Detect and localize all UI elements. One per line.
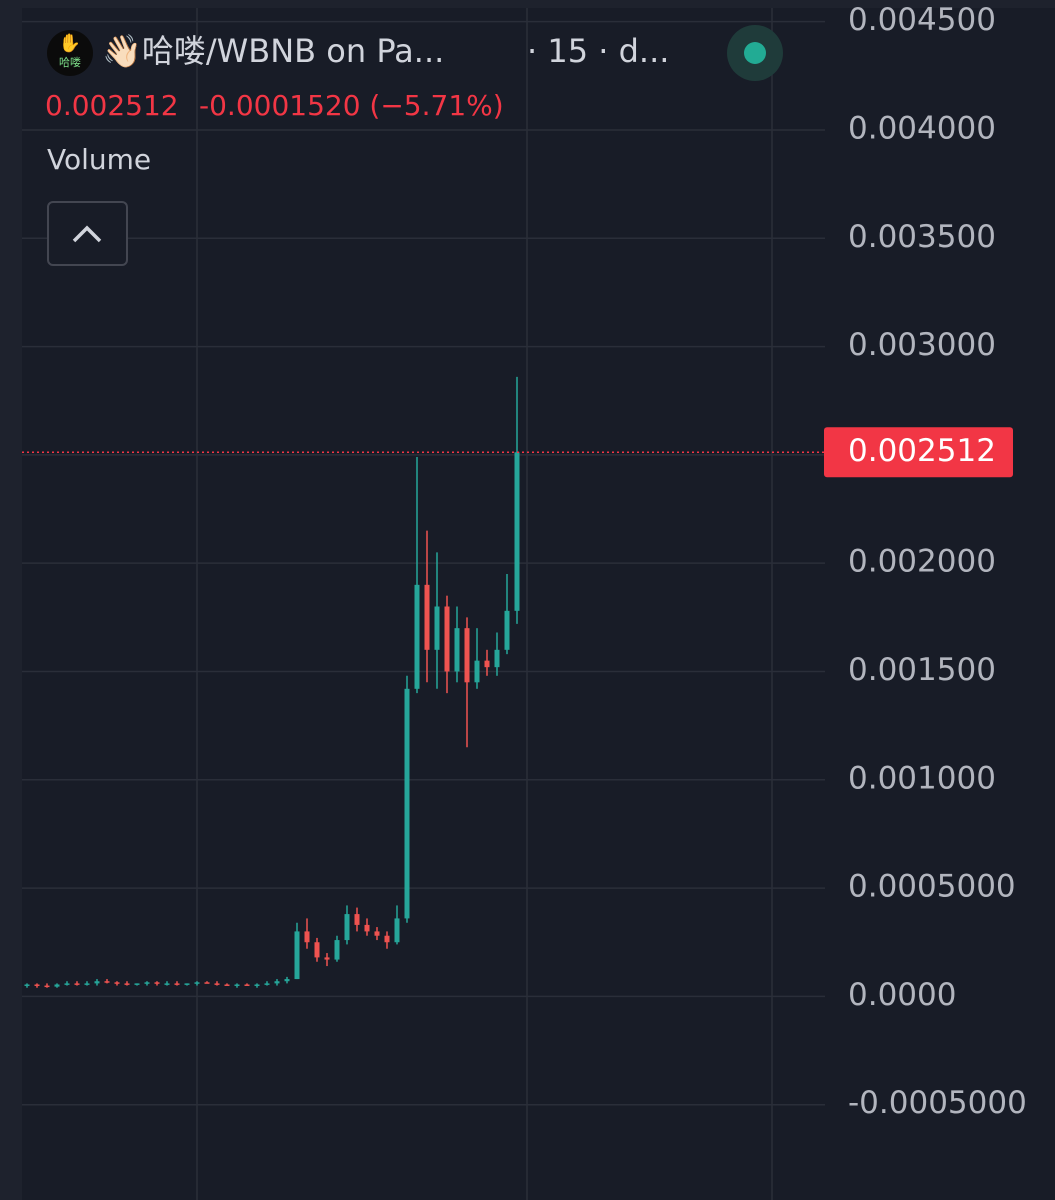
candle-body [44, 985, 50, 988]
candle-body [274, 981, 280, 984]
logo-text: 哈喽 [59, 55, 81, 69]
logo [47, 30, 93, 76]
status-dot [744, 42, 766, 64]
y-tick-label: 0.004000 [848, 110, 996, 146]
candle-body [164, 983, 170, 985]
candle-body [444, 606, 450, 672]
collapse-button[interactable] [47, 201, 128, 266]
candle-body [384, 935, 390, 943]
candle-body [184, 983, 190, 985]
candle-body [454, 628, 460, 672]
candle-body [154, 982, 160, 984]
candle-body [174, 983, 180, 985]
indicator-label: Volume [47, 143, 151, 176]
candle-body [114, 982, 120, 984]
y-tick-label: 0.004500 [848, 2, 996, 38]
collapse-icon [72, 225, 102, 243]
candle-body [134, 983, 140, 985]
candle-body [474, 660, 480, 683]
y-tick-label: -0.0005000 [848, 1085, 1027, 1121]
last-price: 0.002512 [45, 89, 179, 122]
candle-body [434, 606, 440, 650]
candle-body [214, 983, 220, 985]
candle-body [504, 610, 510, 650]
candle-body [64, 983, 70, 985]
candle-body [24, 984, 30, 986]
candle-body [404, 688, 410, 919]
y-tick-label: 0.003500 [848, 219, 996, 255]
candle-body [124, 983, 130, 985]
candle-body [34, 984, 40, 986]
last-price-tag [824, 427, 1013, 478]
candle-body [244, 984, 250, 986]
candle-body [494, 649, 500, 668]
candle-body [324, 957, 330, 960]
candle-body [294, 931, 300, 980]
candle-body [204, 982, 210, 984]
candle-body [234, 984, 240, 986]
candle-body [84, 983, 90, 985]
candle-body [334, 940, 340, 960]
candle-body [144, 982, 150, 984]
candle-body [194, 982, 200, 984]
y-tick-label: 0.001500 [848, 652, 996, 688]
candle-body [254, 984, 260, 986]
candle-body [394, 918, 400, 943]
y-tick-label: 0.0000 [848, 977, 956, 1013]
candle-body [354, 914, 360, 925]
symbol[interactable]: 👋🏻哈喽/WBNB on Pa... [102, 32, 444, 70]
candle-body [74, 983, 80, 985]
candle-body [364, 924, 370, 932]
y-tick-label: 0.002000 [848, 544, 996, 580]
candle-body [104, 981, 110, 983]
y-tick-label: 0.003000 [848, 327, 996, 363]
candle-body [264, 983, 270, 985]
candle-body [414, 584, 420, 689]
y-tick-label: 0.0005000 [848, 869, 1016, 905]
logo-icon: ✋ [59, 32, 81, 54]
interval[interactable]: · 15 · d... [527, 32, 669, 70]
candle-body [284, 979, 290, 982]
candle-body [54, 984, 60, 987]
plot-background [22, 8, 1055, 1200]
candle-body [314, 942, 320, 958]
last-price-label: 0.002512 [848, 433, 996, 469]
candle-body [514, 452, 520, 611]
price-change: -0.0001520 (−5.71%) [199, 89, 504, 122]
candle-body [374, 931, 380, 936]
candle-body [424, 584, 430, 650]
candle-body [94, 981, 100, 984]
candle-body [344, 914, 350, 941]
y-tick-label: 0.001000 [848, 760, 996, 796]
candle-body [484, 660, 490, 668]
candle-body [464, 628, 470, 683]
candle-body [224, 984, 230, 986]
candle-body [304, 931, 310, 943]
